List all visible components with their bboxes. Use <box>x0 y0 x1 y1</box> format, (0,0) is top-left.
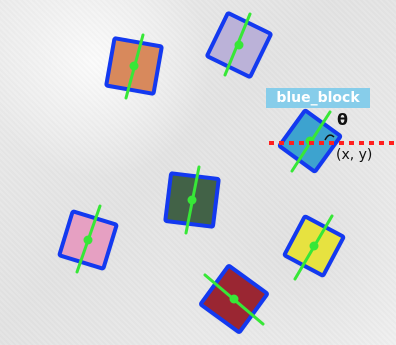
center-point-orange <box>129 61 139 71</box>
block-dark-green <box>163 165 221 235</box>
center-point-yellow <box>309 241 319 251</box>
block-yellow <box>282 214 346 281</box>
block-light-blue <box>269 108 396 174</box>
block-dark-red <box>199 264 269 334</box>
position-label: (x, y) <box>336 147 373 163</box>
center-point-dark-red <box>229 294 239 304</box>
block-lavender <box>205 11 273 79</box>
center-point-lavender <box>234 40 244 50</box>
center-point-dark-green <box>187 195 197 205</box>
angle-arc <box>324 134 335 141</box>
block-label-badge: blue_block <box>266 88 370 108</box>
block-pink <box>57 204 119 274</box>
angle-label: θ <box>337 110 348 129</box>
center-point-pink <box>83 235 93 245</box>
block-orange <box>104 33 164 100</box>
block-outline-orange <box>104 36 164 96</box>
